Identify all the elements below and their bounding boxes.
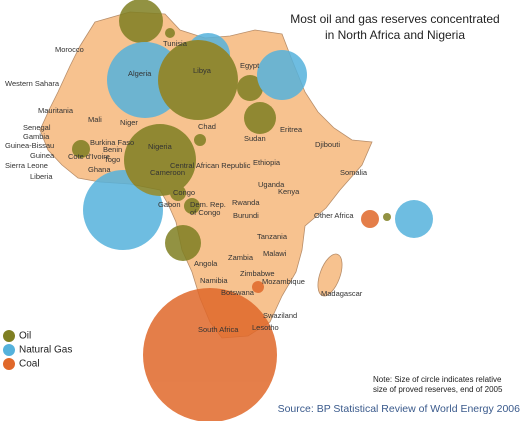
source: Source: BP Statistical Review of World E… [278,403,521,415]
oil-bubble [184,198,200,214]
country-label: Ghana [88,165,111,174]
country-label: Lesotho [252,323,279,332]
country-label: Gambia [23,132,50,141]
legend: Oil Natural Gas Coal [3,330,72,370]
oil-bubble [244,102,276,134]
country-label: Zimbabwe [240,269,275,278]
oil-bubble [158,40,238,120]
country-label: Nigeria [148,142,173,151]
legend-label: Oil [19,331,31,342]
country-label: Mauritania [38,106,74,115]
legend-swatch [3,344,15,356]
country-label: Sierra Leone [5,161,48,170]
country-label: Sudan [244,134,266,143]
country-label: Congo [173,188,195,197]
country-label: Namibia [200,276,228,285]
country-label: Madagascar [321,289,363,298]
country-label: Cameroon [150,168,185,177]
country-label: Somalia [340,168,368,177]
country-label: Dem. Rep. [190,200,226,209]
legend-swatch [3,358,15,370]
country-label: Morocco [55,45,84,54]
country-label: Egypt [240,61,260,70]
legend-label: Coal [19,359,40,370]
oil-bubble [124,124,196,196]
country-label: Other Africa [314,211,354,220]
country-label: Angola [194,259,218,268]
legend-label: Natural Gas [19,345,72,356]
country-label: Central African Republic [170,161,251,170]
coal-bubble [361,210,379,228]
country-label: Burundi [233,211,259,220]
country-label: Benin [103,145,122,154]
country-label: Malawi [263,249,287,258]
coal-bubble [252,281,264,293]
country-label: Gabon [158,200,181,209]
country-label: Tunisia [163,39,188,48]
oil-bubble [170,185,186,201]
country-label: Kenya [278,187,300,196]
country-label: Djibouti [315,140,340,149]
country-label: Senegal [23,123,51,132]
oil-bubble [72,140,90,158]
oil-bubble [237,75,263,101]
country-label: Tanzania [257,232,288,241]
title-line: Most oil and gas reserves concentrated [290,12,499,26]
country-label: Liberia [30,172,53,181]
gas-bubble [257,50,307,100]
country-label: of Congo [190,208,220,217]
country-label: Burkina Faso [90,138,134,147]
country-label: Ethiopia [253,158,281,167]
note-line: size of proved reserves, end of 2005 [373,385,503,394]
oil-bubble [383,213,391,221]
country-label: Mozambique [262,277,305,286]
coal-bubble [143,288,277,422]
oil-bubble [165,28,175,38]
country-label: Rwanda [232,198,260,207]
oil-bubble [165,225,201,261]
gas-bubble [395,200,433,238]
oil-bubble [194,134,206,146]
oil-bubble [119,0,163,43]
country-label: Togo [104,155,120,164]
bubbles [72,0,433,422]
country-label: South Africa [198,325,239,334]
country-label: Uganda [258,180,285,189]
country-label: Western Sahara [5,79,60,88]
country-labels: Morocco Western Sahara Tunisia Algeria Libya… [5,39,368,334]
country-label: Eritrea [280,125,303,134]
country-label: Cote d'Ivoire [68,152,110,161]
country-label: Botswana [221,288,255,297]
country-label: Guinea [30,151,55,160]
country-label: Zambia [228,253,254,262]
country-label: Niger [120,118,138,127]
country-label: Chad [198,122,216,131]
note-line: Note: Size of circle indicates relative [373,375,502,384]
legend-swatch [3,330,15,342]
title-line: in North Africa and Nigeria [325,28,465,42]
country-label: Guinea-Bissau [5,141,54,150]
country-label: Libya [193,66,212,75]
country-label: Swaziland [263,311,297,320]
madagascar [317,253,343,297]
country-label: Algeria [128,69,152,78]
country-label: Mali [88,115,102,124]
